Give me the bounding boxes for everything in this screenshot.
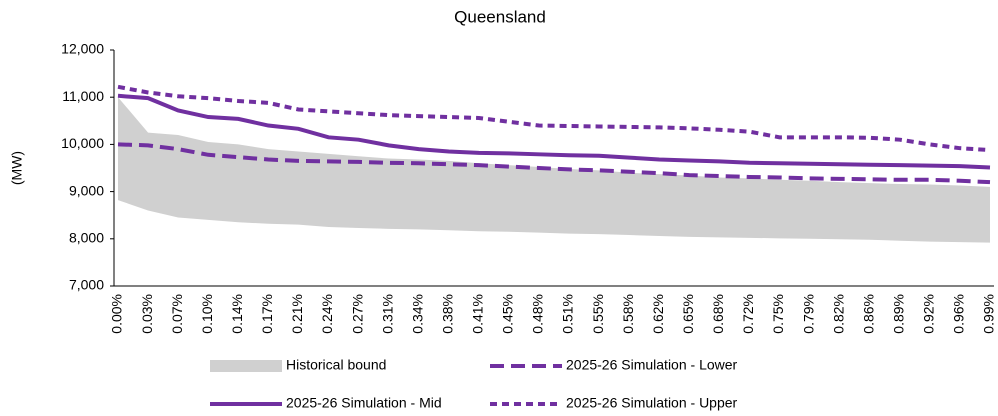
x-tick-label: 0.68% [710, 294, 726, 334]
legend-swatch [210, 360, 282, 372]
legend-label: Historical bound [286, 357, 386, 373]
x-tick-label: 0.45% [500, 294, 516, 334]
x-tick-label: 0.14% [229, 294, 245, 334]
legend-label: 2025-26 Simulation - Mid [286, 395, 442, 411]
y-axis-label: (MW) [9, 151, 25, 185]
x-tick-label: 0.96% [951, 294, 967, 334]
y-tick-label: 11,000 [62, 88, 104, 104]
y-tick-label: 7,000 [69, 277, 104, 293]
x-tick-label: 0.24% [319, 294, 335, 334]
legend-label: 2025-26 Simulation - Upper [566, 395, 738, 411]
chart-title: Queensland [454, 7, 546, 26]
x-tick-label: 0.51% [560, 294, 576, 334]
x-tick-label: 0.89% [890, 294, 906, 334]
y-tick-label: 8,000 [69, 230, 104, 246]
x-tick-label: 0.41% [470, 294, 486, 334]
x-tick-label: 0.17% [259, 294, 275, 334]
x-tick-label: 0.75% [770, 294, 786, 334]
y-tick-label: 9,000 [69, 182, 104, 198]
x-tick-label: 0.99% [981, 294, 997, 334]
x-tick-label: 0.58% [620, 294, 636, 334]
x-tick-label: 0.21% [289, 294, 305, 334]
x-tick-label: 0.34% [409, 294, 425, 334]
historical-band [118, 97, 990, 243]
x-tick-label: 0.65% [680, 294, 696, 334]
x-tick-label: 0.10% [199, 294, 215, 334]
x-tick-label: 0.86% [860, 294, 876, 334]
x-tick-label: 0.55% [590, 294, 606, 334]
x-tick-label: 0.03% [139, 294, 155, 334]
x-tick-label: 0.79% [800, 294, 816, 334]
y-tick-label: 12,000 [61, 41, 104, 57]
x-tick-label: 0.48% [530, 294, 546, 334]
x-tick-label: 0.00% [109, 294, 125, 334]
x-tick-label: 0.38% [439, 294, 455, 334]
series-line [117, 93, 991, 170]
x-tick-label: 0.72% [740, 294, 756, 334]
x-tick-label: 0.92% [921, 294, 937, 334]
y-tick-label: 10,000 [61, 135, 104, 151]
x-tick-label: 0.07% [169, 294, 185, 334]
series-line [117, 84, 991, 153]
legend-label: 2025-26 Simulation - Lower [566, 357, 738, 373]
x-tick-label: 0.27% [349, 294, 365, 334]
x-tick-label: 0.62% [650, 294, 666, 334]
x-tick-label: 0.82% [830, 294, 846, 334]
x-tick-label: 0.31% [379, 294, 395, 334]
